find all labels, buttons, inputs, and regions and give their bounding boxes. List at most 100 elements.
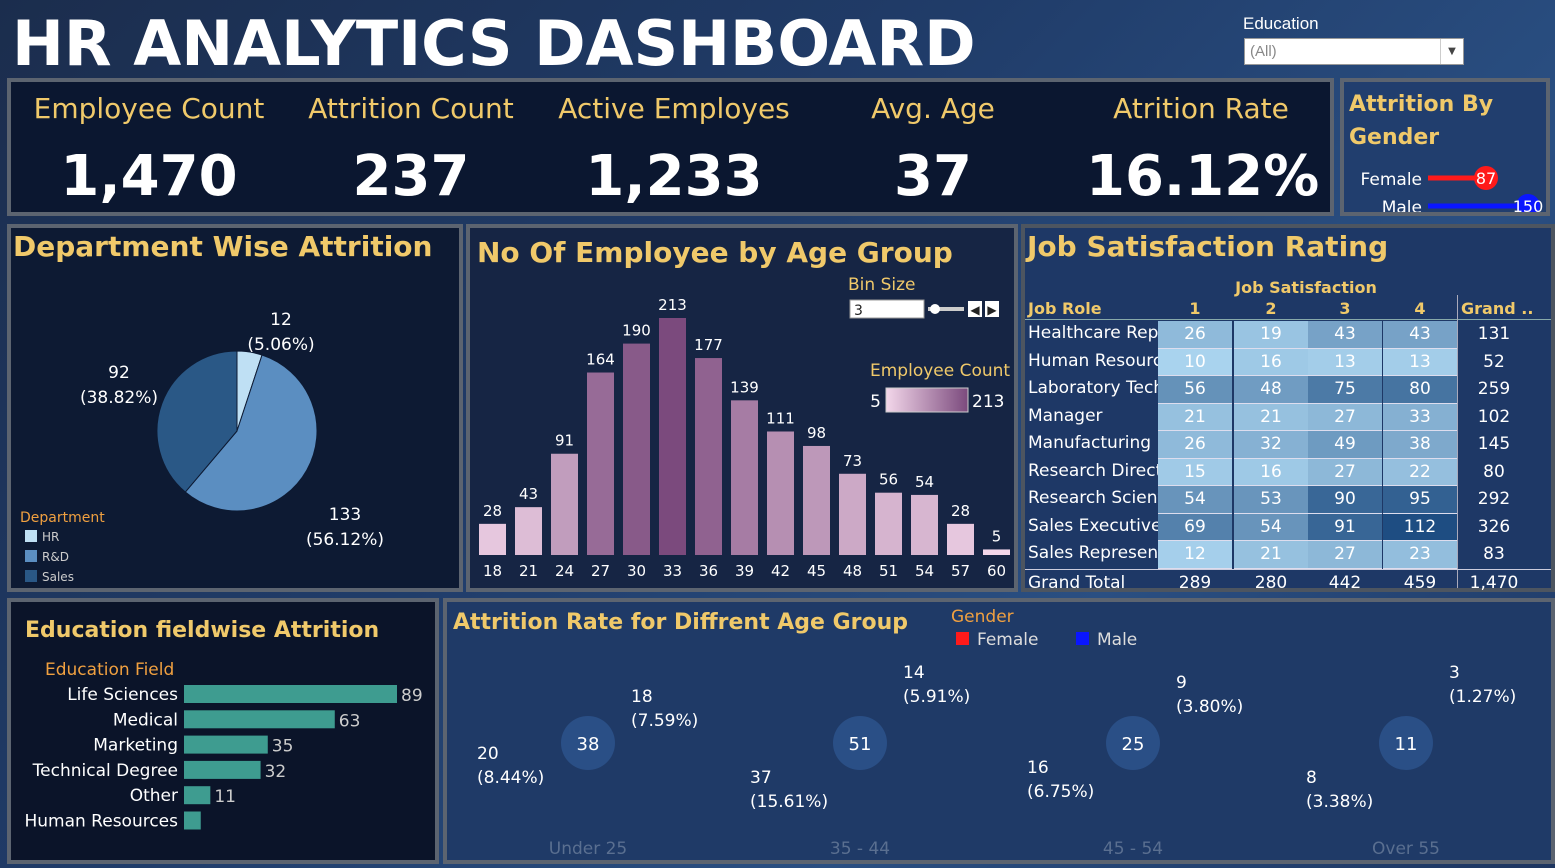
- histogram-bar: [731, 400, 758, 555]
- kpi-active-employees: Active Employes 1,233: [546, 82, 802, 212]
- category-label: Technical Degree: [32, 761, 178, 781]
- donut-total: 51: [849, 734, 872, 755]
- slider-handle[interactable]: [930, 304, 940, 314]
- grand-total-value: 289: [1178, 572, 1212, 593]
- histogram-bar: [587, 372, 614, 555]
- heatmap-cell: 15: [1158, 458, 1232, 486]
- kpi-label: Active Employes: [558, 92, 790, 125]
- education-filter-label: Education: [1243, 14, 1319, 33]
- department-attrition-panel: Department Wise Attrition 12 (5.06%) 133…: [7, 224, 463, 592]
- histogram-bar: [839, 473, 866, 555]
- heatmap-cell: 75: [1308, 376, 1382, 404]
- donut-total: 25: [1122, 734, 1145, 755]
- grand-total-overall: 1,470: [1469, 572, 1519, 593]
- heatmap-cell: 90: [1308, 486, 1382, 514]
- female-pct-label: (5.91%): [903, 687, 970, 707]
- row-total: 326: [1477, 516, 1511, 537]
- bar-data-label: 190: [622, 322, 651, 340]
- step-right-button[interactable]: [985, 301, 999, 317]
- column-header: 1: [1189, 299, 1201, 318]
- x-tick-label: 21: [519, 562, 538, 580]
- female-value-label: 9: [1176, 673, 1187, 693]
- kpi-avg-age: Avg. Age 37: [833, 82, 1033, 212]
- category-label: Other: [130, 786, 178, 806]
- age-group-label: 45 - 54: [1103, 839, 1163, 859]
- education-filter-dropdown[interactable]: (All) ▼: [1244, 38, 1464, 65]
- axis-title: Education Field: [45, 660, 174, 680]
- bar-data-label: 28: [951, 502, 970, 520]
- donut-total: 38: [577, 734, 600, 755]
- job-satisfaction-table: Job Satisfaction Job Role 1 2 3 4 Grand .. Heal…: [1025, 228, 1551, 593]
- gender-lollipop-chart: Female Male 87 150: [1361, 166, 1543, 212]
- histogram-bar: [695, 358, 722, 555]
- panel-title: Education fieldwise Attrition: [25, 618, 380, 643]
- legend-title: Department: [20, 510, 105, 526]
- heatmap-cell: 56: [1158, 376, 1232, 404]
- histogram-bar: [875, 492, 902, 555]
- female-pct-label: (7.59%): [631, 711, 698, 731]
- gender-label-male: Male: [1382, 198, 1422, 212]
- x-tick-label: 24: [555, 562, 574, 580]
- heatmap-cell: 33: [1383, 403, 1457, 431]
- gender-bar-dot: [1516, 194, 1540, 212]
- heatmap-cell: 12: [1158, 541, 1232, 569]
- x-tick-label: 48: [843, 562, 862, 580]
- bar-data-label: 56: [879, 471, 898, 489]
- row-label: Research Director: [1028, 460, 1180, 481]
- row-label: Manager: [1028, 405, 1103, 426]
- legend-label: Male: [1097, 630, 1137, 650]
- male-pct-label: (3.38%): [1306, 792, 1373, 812]
- category-label: Marketing: [93, 736, 178, 756]
- female-value-label: 18: [631, 687, 653, 707]
- histogram-bar: [623, 343, 650, 555]
- step-left-button[interactable]: [968, 301, 982, 317]
- education-bar-chart: Education Field Life Sciences 89 Medical 63…: [24, 660, 422, 832]
- age-group-label: 35 - 44: [830, 839, 890, 859]
- heatmap-cell: 16: [1234, 348, 1308, 376]
- heatmap-cell: 48: [1234, 376, 1308, 404]
- male-pct-label: (6.75%): [1027, 782, 1094, 802]
- bin-size-input[interactable]: [849, 299, 925, 319]
- x-tick-label: 45: [807, 562, 826, 580]
- row-total: 102: [1477, 406, 1511, 427]
- bar-data-label: 91: [555, 432, 574, 450]
- female-value-label: 14: [903, 663, 925, 683]
- x-tick-label: 30: [627, 562, 646, 580]
- panel-title-line: Attrition By: [1349, 92, 1494, 117]
- histogram-bar: [479, 523, 506, 555]
- x-tick-label: 18: [483, 562, 502, 580]
- chevron-right-icon: ▶: [987, 303, 997, 317]
- row-label: Manufacturing D..: [1028, 433, 1181, 453]
- dashboard-title: HR ANALYTICS DASHBOARD: [12, 7, 976, 80]
- heatmap-cell: 91: [1308, 513, 1382, 541]
- heatmap-cell: 53: [1234, 486, 1308, 514]
- category-label: Life Sciences: [67, 685, 178, 705]
- x-tick-label: 33: [663, 562, 682, 580]
- male-value-label: 8: [1306, 768, 1317, 788]
- attrition-by-gender-panel: Attrition By Gender Female Male 87 150: [1340, 78, 1550, 216]
- gender-label-female: Female: [1361, 170, 1422, 190]
- heatmap-cell: 27: [1308, 541, 1382, 569]
- male-value-label: 37: [750, 768, 772, 788]
- female-value-label: 3: [1449, 663, 1460, 683]
- kpi-panel: Employee Count 1,470 Attrition Count 237…: [7, 78, 1334, 216]
- male-pct-label: (8.44%): [477, 768, 544, 788]
- legend-swatch-hr: [25, 530, 37, 542]
- slice-label-pct: (5.06%): [247, 335, 314, 355]
- color-legend-title: Employee Count: [870, 361, 1010, 381]
- chevron-down-icon[interactable]: ▼: [1440, 39, 1463, 64]
- column-header: 3: [1339, 299, 1351, 318]
- row-label: Human Resources: [1028, 350, 1182, 371]
- kpi-label: Atrition Rate: [1113, 92, 1289, 125]
- color-legend-gradient: [885, 387, 969, 413]
- age-group-label: Under 25: [549, 839, 628, 859]
- bin-size-slider[interactable]: [928, 307, 964, 311]
- education-bar: [184, 735, 268, 754]
- bar-data-label: 177: [694, 336, 723, 354]
- heatmap-cell: 21: [1234, 403, 1308, 431]
- chevron-left-icon: ◀: [970, 303, 980, 317]
- panel-title: Department Wise Attrition: [13, 230, 433, 263]
- histogram-bar: [659, 318, 686, 555]
- histogram-bar: [947, 523, 974, 555]
- row-total: 52: [1483, 351, 1505, 372]
